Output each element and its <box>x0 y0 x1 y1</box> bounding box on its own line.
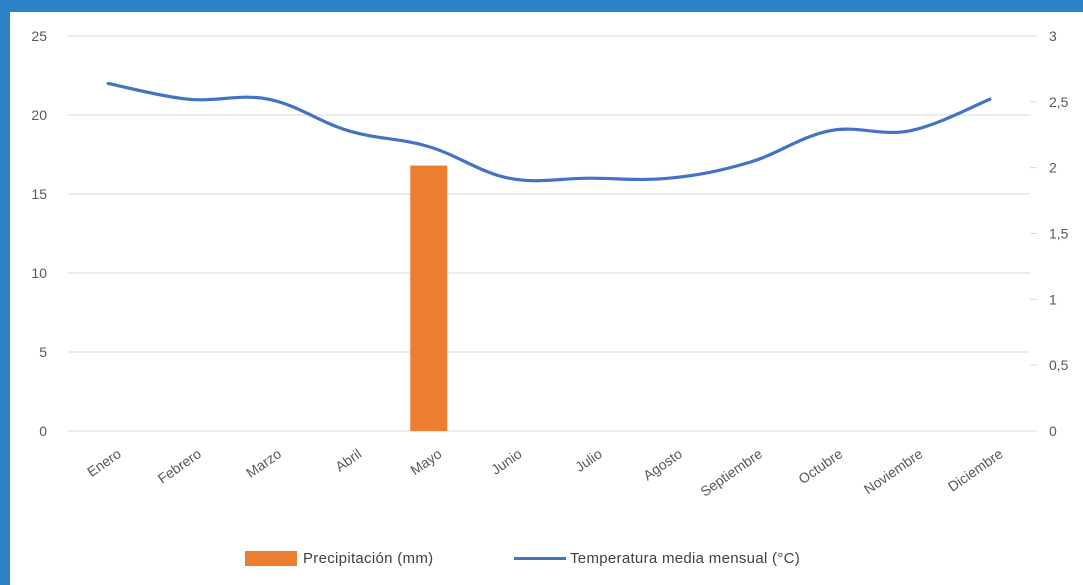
x-category-label: Noviembre <box>861 445 926 497</box>
legend-precipitation: Precipitación (mm) <box>245 548 433 568</box>
x-category-label: Enero <box>84 445 124 480</box>
x-category-label: Junio <box>488 445 525 477</box>
left-axis-ticks: 0 5 10 15 20 25 <box>31 28 47 439</box>
x-category-label: Mayo <box>407 445 444 478</box>
legend-swatch-bar <box>245 550 297 566</box>
left-tick-label: 5 <box>39 344 47 360</box>
left-tick-label: 25 <box>31 28 47 44</box>
temperature-line <box>106 81 992 183</box>
x-category-label: Agosto <box>640 445 685 483</box>
right-tick-label: 0,5 <box>1049 357 1069 373</box>
left-tick-label: 10 <box>31 265 47 281</box>
legend-background <box>10 518 1083 585</box>
legend-label-precipitation: Precipitación (mm) <box>303 549 434 567</box>
x-category-label: Abril <box>332 445 364 474</box>
legend-label-temperature: Temperatura media mensual (°C) <box>570 549 801 567</box>
chart-area <box>10 12 1083 518</box>
left-tick-label: 15 <box>31 186 47 202</box>
right-tick-label: 3 <box>1049 28 1057 44</box>
x-axis-categories: Enero Febrero Marzo Abril Mayo Junio Julio Agos… <box>84 445 1006 499</box>
left-tick-label: 0 <box>39 423 47 439</box>
right-axis-ticks: 0 0,5 1 1,5 2 2,5 3 <box>1049 28 1069 439</box>
temperature-line-group <box>106 81 992 183</box>
precipitation-bar <box>410 165 448 431</box>
right-tick-label: 2 <box>1049 160 1057 176</box>
legend-swatch-line <box>514 556 566 560</box>
x-category-label: Marzo <box>243 445 284 481</box>
precipitation-bars <box>410 165 448 431</box>
right-tick-label: 0 <box>1049 423 1057 439</box>
gridlines <box>68 35 1037 432</box>
x-category-label: Febrero <box>155 445 205 486</box>
right-tick-label: 1 <box>1049 291 1057 307</box>
left-tick-label: 20 <box>31 107 47 123</box>
x-category-label: Septiembre <box>697 445 765 499</box>
right-tick-label: 1,5 <box>1049 226 1069 242</box>
x-category-label: Julio <box>572 445 605 475</box>
right-tick-label: 2,5 <box>1049 94 1069 110</box>
x-category-label: Diciembre <box>945 445 1006 494</box>
legend-temperature: Temperatura media mensual (°C) <box>514 548 800 568</box>
x-category-label: Octubre <box>795 445 845 487</box>
